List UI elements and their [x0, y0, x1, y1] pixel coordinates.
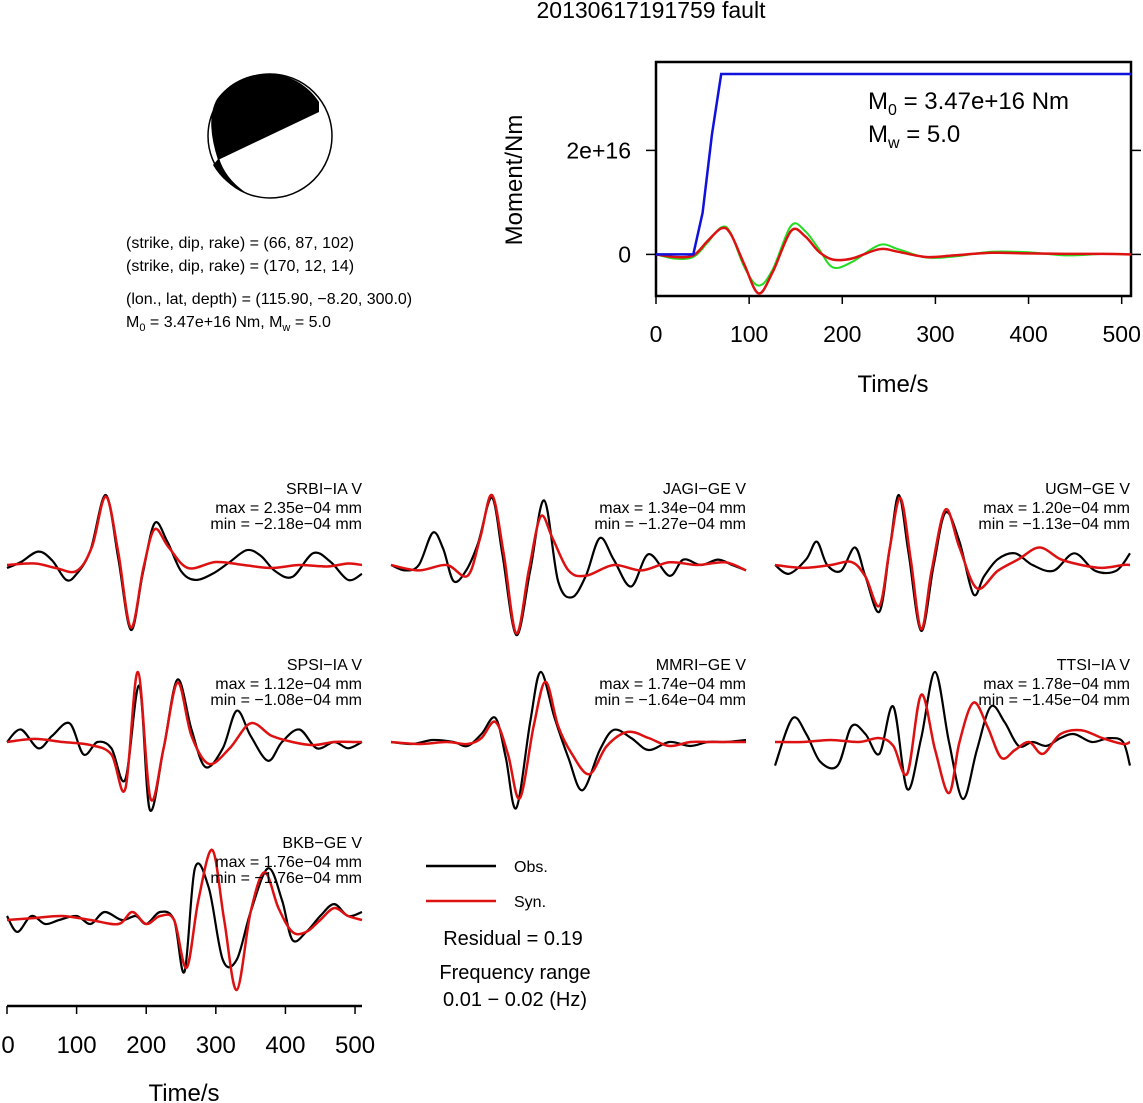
legend: Obs. Syn. [426, 859, 548, 911]
cumulative-moment-line [656, 72, 1131, 256]
min-amplitude-label: min = −1.13e−04 mm [978, 516, 1130, 533]
waveform-xtick-label: 500 [335, 1032, 375, 1059]
max-amplitude-label: max = 1.20e−04 mm [983, 500, 1130, 517]
syn-waveform-line [390, 493, 747, 635]
moment-xtick-label: 500 [1102, 321, 1140, 347]
min-amplitude-label: min = −1.08e−04 mm [210, 692, 362, 709]
frequency-range-label: Frequency range [439, 962, 590, 984]
residual-text: Residual = 0.19 [443, 928, 583, 950]
syn-waveform-line [6, 495, 363, 629]
strike-dip-rake-2: (strike, dip, rake) = (170, 12, 14) [126, 258, 354, 275]
moment-ylabel: Moment/Nm [501, 115, 528, 246]
moment-magnitude-line: M0 = 3.47e+16 Nm, Mw = 5.0 [126, 314, 331, 334]
station-label: TTSI−IA V [1057, 657, 1131, 674]
min-amplitude-label: min = −1.27e−04 mm [594, 516, 746, 533]
obs-waveform-line [6, 493, 363, 632]
min-amplitude-label: min = −1.76e−04 mm [210, 870, 362, 887]
moment-ytick-label: 0 [618, 241, 631, 267]
strike-dip-rake-1: (strike, dip, rake) = (66, 87, 102) [126, 235, 354, 252]
syn-waveform-line [774, 496, 1131, 631]
syn-waveform-line [6, 848, 363, 992]
moment-plot-frame [654, 60, 1133, 298]
min-amplitude-label: min = −1.64e−04 mm [594, 692, 746, 709]
syn-waveform-line [390, 680, 746, 800]
waveform-xtick-label: 0 [1, 1032, 14, 1059]
station-label: UGM−GE V [1045, 481, 1130, 498]
waveform-time-axis: 0 100 200 300 400 500 [1, 1004, 375, 1059]
waveform-xtick-label: 100 [57, 1032, 97, 1059]
station-label: BKB−GE V [282, 835, 362, 852]
syn-waveform-line [774, 693, 1131, 795]
max-amplitude-label: max = 1.34e−04 mm [599, 500, 746, 517]
figure-title: 20130617191759 fault [537, 0, 767, 23]
beachball-icon [207, 73, 333, 199]
moment-xtick-label: 300 [916, 321, 954, 347]
moment-xtick-label: 0 [650, 321, 663, 347]
max-amplitude-label: max = 1.12e−04 mm [215, 676, 362, 693]
min-amplitude-label: min = −2.18e−04 mm [210, 516, 362, 533]
frequency-range-value: 0.01 − 0.02 (Hz) [443, 989, 587, 1011]
obs-waveform-line [773, 670, 1132, 801]
max-amplitude-label: max = 2.35e−04 mm [215, 500, 362, 517]
moment-ytick-label: 2e+16 [566, 137, 631, 163]
max-amplitude-label: max = 1.74e−04 mm [599, 676, 746, 693]
legend-obs-label: Obs. [514, 859, 548, 876]
syn-waveform-line [6, 670, 362, 802]
moment-rate-line [655, 226, 1132, 295]
station-label: SPSI−IA V [287, 657, 362, 674]
waveform-xlabel: Time/s [148, 1080, 219, 1103]
max-amplitude-label: max = 1.76e−04 mm [215, 854, 362, 871]
mw-annotation: Mw = 5.0 [868, 121, 960, 152]
location-depth: (lon., lat, depth) = (115.90, −8.20, 300… [126, 291, 412, 308]
station-label: JAGI−GE V [663, 481, 746, 498]
station-label: SRBI−IA V [286, 481, 362, 498]
moment-xtick-label: 200 [823, 321, 861, 347]
m0-annotation: M0 = 3.47e+16 Nm [868, 88, 1069, 119]
station-label: MMRI−GE V [656, 657, 747, 674]
waveform-xtick-label: 400 [265, 1032, 305, 1059]
obs-waveform-line [6, 862, 363, 974]
focal-parameters: (strike, dip, rake) = (66, 87, 102) (str… [126, 235, 412, 334]
legend-syn-label: Syn. [514, 894, 546, 911]
max-amplitude-label: max = 1.78e−04 mm [983, 676, 1130, 693]
waveform-xtick-label: 200 [126, 1032, 166, 1059]
min-amplitude-label: min = −1.45e−04 mm [978, 692, 1130, 709]
moment-xtick-label: 100 [730, 321, 768, 347]
waveform-xtick-label: 300 [196, 1032, 236, 1059]
moment-xtick-label: 400 [1009, 321, 1047, 347]
moment-xlabel: Time/s [857, 371, 928, 398]
